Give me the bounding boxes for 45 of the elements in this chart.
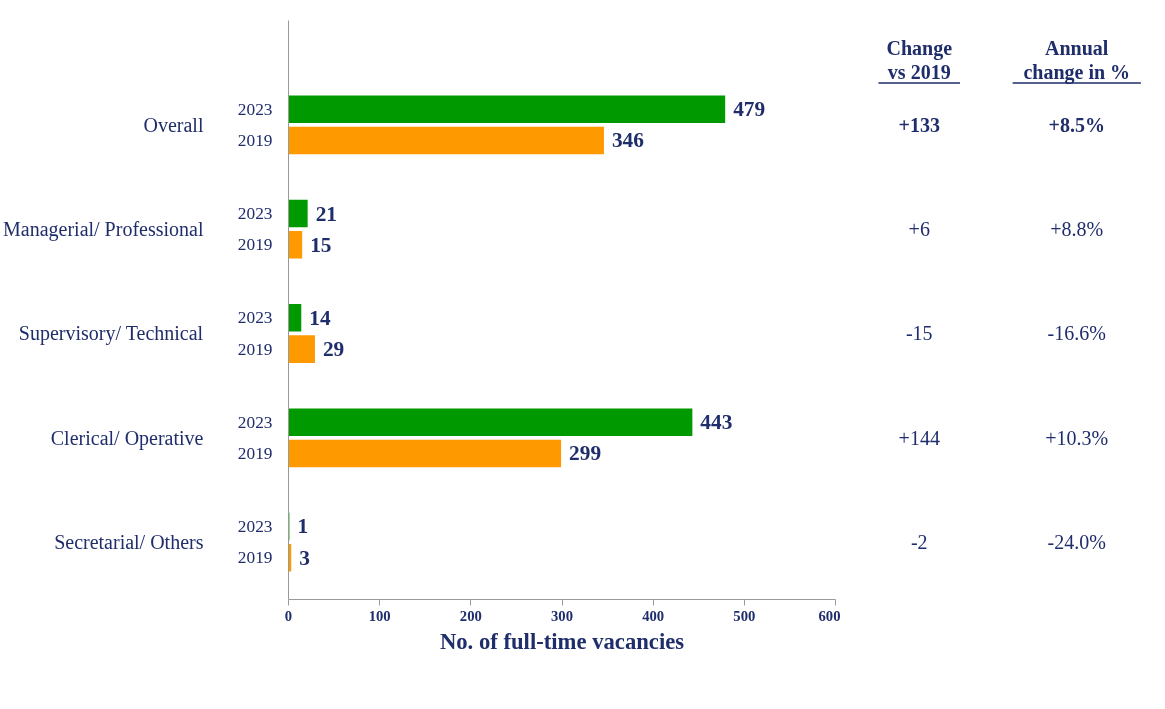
text: Annual change in % [1023, 37, 1131, 85]
y-tick-label: Overall [143, 113, 204, 136]
data-label: 3 [299, 545, 310, 570]
text: -16.6% [1047, 322, 1106, 345]
x-axis-title: No. of full-time vacancies [439, 628, 685, 654]
x-tick-label: 200 [459, 607, 482, 624]
data-label: 15 [310, 232, 332, 257]
x-tick-label: 100 [368, 607, 391, 624]
text: +10.3% [1045, 426, 1109, 449]
data-label: 14 [309, 305, 331, 330]
text: 2023 [237, 412, 273, 432]
y-tick-label: Secretarial/ Others [54, 531, 204, 554]
x-tick-label: 0 [284, 607, 293, 624]
text: 2019 [237, 443, 273, 463]
text: +6 [908, 218, 930, 241]
data-label: 443 [700, 410, 733, 435]
data-label: 1 [297, 514, 309, 539]
data-label: 479 [733, 97, 766, 122]
x-tick-label: 400 [642, 607, 665, 624]
text: +133 [898, 113, 940, 136]
data-label: 21 [315, 201, 337, 226]
text: -24.0% [1047, 531, 1106, 554]
text: -2 [910, 531, 928, 554]
x-tick-label: 600 [818, 607, 841, 624]
text: +8.8% [1050, 218, 1104, 241]
text: +8.5% [1048, 113, 1105, 136]
y-tick-label: Supervisory/ Technical [18, 322, 204, 346]
data-label: 346 [611, 128, 645, 153]
y-tick-label: Managerial/ Professional [3, 218, 204, 242]
text: 2023 [237, 308, 273, 328]
x-tick-label: 500 [733, 607, 756, 624]
text: +144 [898, 426, 940, 449]
text: Change vs 2019 [886, 37, 953, 84]
series-label: 2019 [237, 130, 273, 150]
text: 2023 [237, 204, 273, 223]
y-tick-label: Clerical/ Operative [50, 426, 204, 450]
data-label: 29 [322, 337, 345, 362]
text: 2019 [237, 235, 273, 255]
x-tick-label: 300 [551, 607, 573, 624]
series-label: 2023 [237, 99, 273, 119]
text: 2019 [237, 548, 273, 568]
text: 2019 [237, 339, 273, 359]
data-label: 299 [569, 441, 602, 466]
text: 2023 [237, 516, 273, 536]
text: -15 [905, 322, 933, 345]
